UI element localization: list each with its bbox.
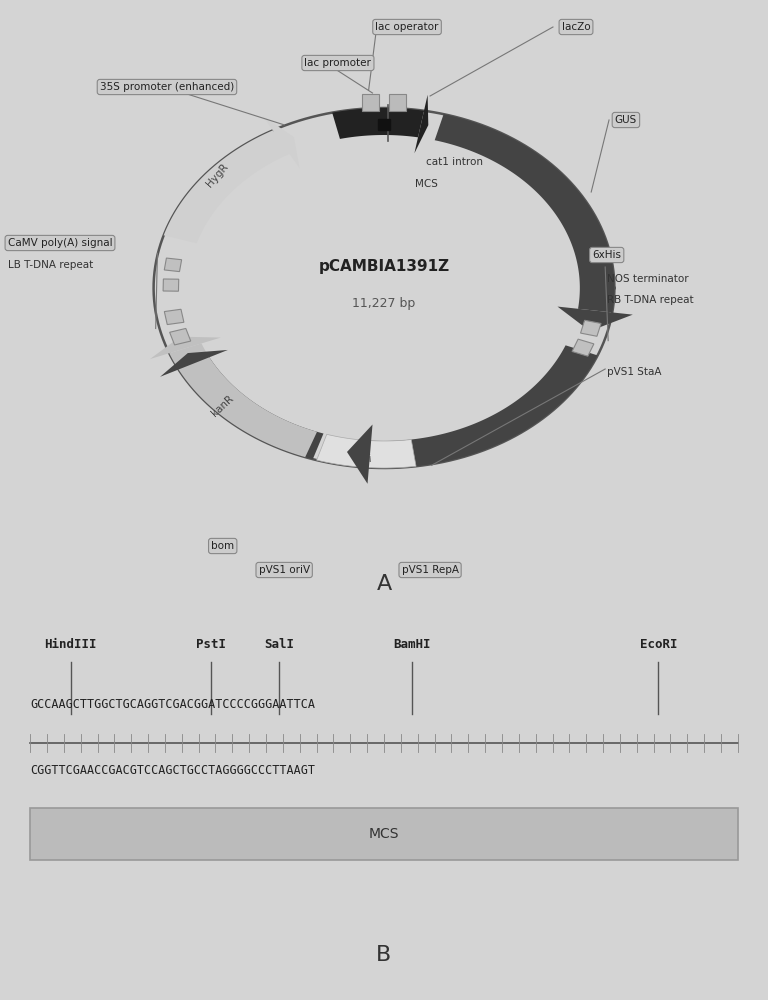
Text: 11,227 bp: 11,227 bp xyxy=(353,296,415,310)
Polygon shape xyxy=(369,345,598,468)
Text: bom: bom xyxy=(211,541,234,551)
FancyBboxPatch shape xyxy=(30,808,738,860)
Text: pVS1 StaA: pVS1 StaA xyxy=(607,367,661,377)
Polygon shape xyxy=(572,339,594,356)
Polygon shape xyxy=(435,114,614,312)
Text: EcoRI: EcoRI xyxy=(640,639,677,652)
Text: lac operator: lac operator xyxy=(376,22,439,32)
Polygon shape xyxy=(164,309,184,325)
Text: LB T-DNA repeat: LB T-DNA repeat xyxy=(8,260,93,270)
Text: HindIII: HindIII xyxy=(45,639,97,652)
Bar xyxy=(389,94,406,111)
Text: cat1 intron: cat1 intron xyxy=(426,157,483,167)
Text: SalI: SalI xyxy=(264,639,294,652)
Text: lacZo: lacZo xyxy=(561,22,591,32)
Text: RB T-DNA repeat: RB T-DNA repeat xyxy=(607,295,694,305)
Polygon shape xyxy=(333,108,424,139)
Text: BamHI: BamHI xyxy=(393,639,431,652)
Text: CaMV poly(A) signal: CaMV poly(A) signal xyxy=(8,238,112,248)
Polygon shape xyxy=(263,116,300,168)
Text: MCS: MCS xyxy=(369,827,399,841)
Polygon shape xyxy=(316,434,416,468)
Text: CGGTTCGAACCGACGTCCAGCTGCCTAGGGGCCCTTAAGT: CGGTTCGAACCGACGTCCAGCTGCCTAGGGGCCCTTAAGT xyxy=(30,764,315,777)
Text: 35S promoter (enhanced): 35S promoter (enhanced) xyxy=(100,82,234,92)
Polygon shape xyxy=(164,258,181,272)
Text: kanR: kanR xyxy=(210,393,236,418)
Polygon shape xyxy=(347,425,372,484)
Text: A: A xyxy=(376,574,392,594)
Text: 6xHis: 6xHis xyxy=(592,250,621,260)
Text: NOS terminator: NOS terminator xyxy=(607,274,688,284)
Polygon shape xyxy=(160,350,228,377)
Text: pVS1 RepA: pVS1 RepA xyxy=(402,565,458,575)
Polygon shape xyxy=(164,130,290,243)
Bar xyxy=(378,119,390,130)
Text: MCS: MCS xyxy=(415,179,438,189)
Text: B: B xyxy=(376,945,392,965)
Polygon shape xyxy=(581,320,601,336)
Polygon shape xyxy=(163,279,179,291)
Text: pCAMBIA1391Z: pCAMBIA1391Z xyxy=(319,259,449,274)
Bar xyxy=(362,94,379,111)
Text: GCCAAGCTTGGCTGCAGGTCGACGGATCCCCGGGAATTCA: GCCAAGCTTGGCTGCAGGTCGACGGATCCCCGGGAATTCA xyxy=(30,698,315,711)
Polygon shape xyxy=(150,337,220,359)
Text: pVS1 oriV: pVS1 oriV xyxy=(259,565,310,575)
Text: GUS: GUS xyxy=(615,115,637,125)
Polygon shape xyxy=(415,95,429,153)
Text: PstI: PstI xyxy=(196,639,226,652)
Polygon shape xyxy=(179,357,323,459)
Text: ori: ori xyxy=(357,454,372,465)
Polygon shape xyxy=(558,307,633,331)
Text: HygR: HygR xyxy=(204,161,230,189)
Polygon shape xyxy=(169,343,317,457)
Text: lac promoter: lac promoter xyxy=(304,58,372,68)
Polygon shape xyxy=(170,328,190,345)
